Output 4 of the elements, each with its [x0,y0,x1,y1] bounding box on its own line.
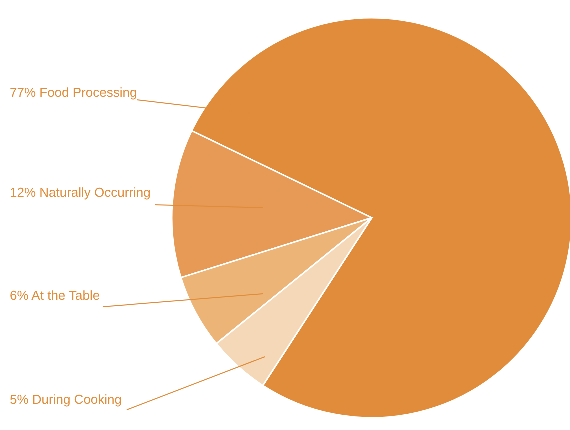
slice-label: 12% Naturally Occurring [10,185,151,200]
slice-label: 5% During Cooking [10,392,122,407]
slice-label: 6% At the Table [10,288,100,303]
slice-label: 77% Food Processing [10,85,138,100]
